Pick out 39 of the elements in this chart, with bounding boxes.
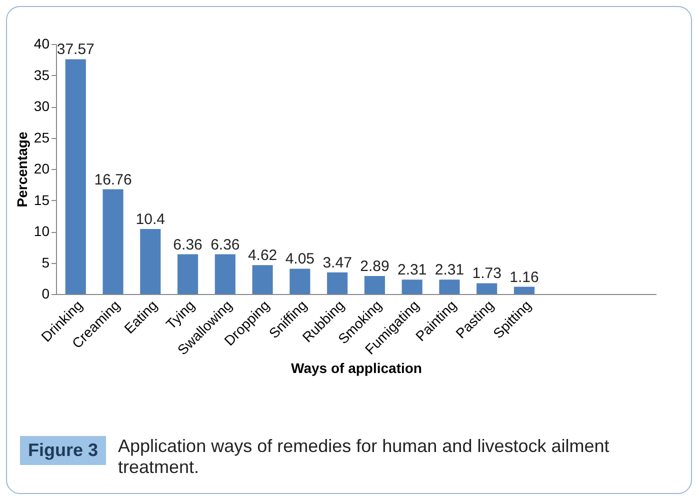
data-label: 6.36 <box>210 236 240 254</box>
y-tick-label: 40 <box>34 36 50 52</box>
y-tick-label: 5 <box>42 254 50 270</box>
bar <box>214 254 236 294</box>
data-label: 4.62 <box>248 247 278 264</box>
data-label: 16.76 <box>94 171 132 188</box>
bar <box>65 59 86 294</box>
bar <box>102 189 124 294</box>
data-label: 2.89 <box>360 258 390 275</box>
caption: Figure 3 <box>20 436 106 465</box>
x-axis-title: Ways of application <box>291 360 422 376</box>
bar <box>290 268 310 294</box>
y-tick-label: 20 <box>34 160 50 176</box>
data-label: 6.36 <box>173 236 202 254</box>
data-label: 2.31 <box>434 262 464 279</box>
y-tick-label: 15 <box>34 192 50 208</box>
text: Application ways of remedies for human and livestock ailment treatment. <box>118 436 610 478</box>
data-label: 3.47 <box>322 254 352 272</box>
y-tick-label: 10 <box>34 223 50 239</box>
data-label: 10.4 <box>136 211 165 228</box>
bar <box>140 229 161 294</box>
data-label: 2.31 <box>397 262 427 279</box>
data-label: 1.73 <box>472 265 502 282</box>
data-label: 4.05 <box>285 250 315 268</box>
data-label: 37.57 <box>56 41 94 58</box>
y-tick-label: 25 <box>34 129 50 146</box>
data-label: 1.16 <box>510 268 539 286</box>
bar <box>514 286 535 294</box>
bar <box>364 276 385 294</box>
y-tick-label: 0 <box>42 286 50 302</box>
bar <box>439 280 460 294</box>
bar <box>177 254 198 294</box>
y-tick-label: 30 <box>34 98 50 114</box>
bar <box>476 283 498 294</box>
y-tick-label: 35 <box>34 66 50 83</box>
bar <box>327 272 348 294</box>
bar <box>252 265 273 294</box>
bar <box>402 280 422 294</box>
y-axis-title: Percentage <box>14 132 30 208</box>
